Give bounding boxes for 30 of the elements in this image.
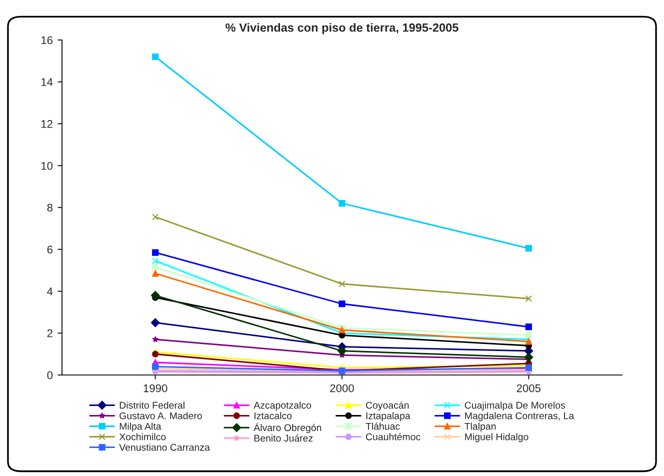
legend-label: Miguel Hidalgo <box>465 433 528 442</box>
y-tick-label: 6 <box>47 246 52 254</box>
y-tick-label: 0 <box>47 371 53 380</box>
legend-label: Tláhuac <box>366 422 400 430</box>
y-tick-label: 12 <box>41 120 52 128</box>
y-tick-label: 2 <box>47 329 52 338</box>
x-tick-label: 1990 <box>144 384 168 392</box>
y-tick-label: 10 <box>41 162 53 170</box>
legend-label: Azcapotzalco <box>254 402 312 411</box>
y-tick-label: 4 <box>47 288 53 296</box>
chart-title: % Viviendas con piso de tierra, 1995-2005 <box>226 23 458 34</box>
legend-label: Milpa Alta <box>120 422 162 432</box>
legend-label: Xochimilco <box>119 433 166 440</box>
legend-label: Iztacalco <box>254 412 292 420</box>
y-tick-label: 8 <box>47 204 52 212</box>
legend-label: Gustavo A. Madero <box>120 412 202 420</box>
legend-label: Distrito Federal <box>120 402 184 409</box>
y-tick-label: 14 <box>41 78 53 86</box>
legend-label: Cuajimalpa De Morelos <box>464 402 566 411</box>
legend-label: Iztapalapa <box>366 412 410 422</box>
x-tick-label: 2005 <box>516 384 541 392</box>
legend-label: Cuauhtémoc <box>366 433 420 440</box>
legend-label: Venustiano Carranza <box>119 444 210 451</box>
legend-label: Benito Juárez <box>254 434 313 442</box>
legend-label: Magdalena Contreras, La <box>465 412 574 422</box>
legend-label: Coyoacán <box>366 401 409 411</box>
legend-label: Álvaro Obregón <box>254 422 322 434</box>
legend-label: Tlalpan <box>464 422 496 432</box>
y-tick-label: 16 <box>41 36 52 44</box>
x-tick-label: 2000 <box>330 384 354 392</box>
